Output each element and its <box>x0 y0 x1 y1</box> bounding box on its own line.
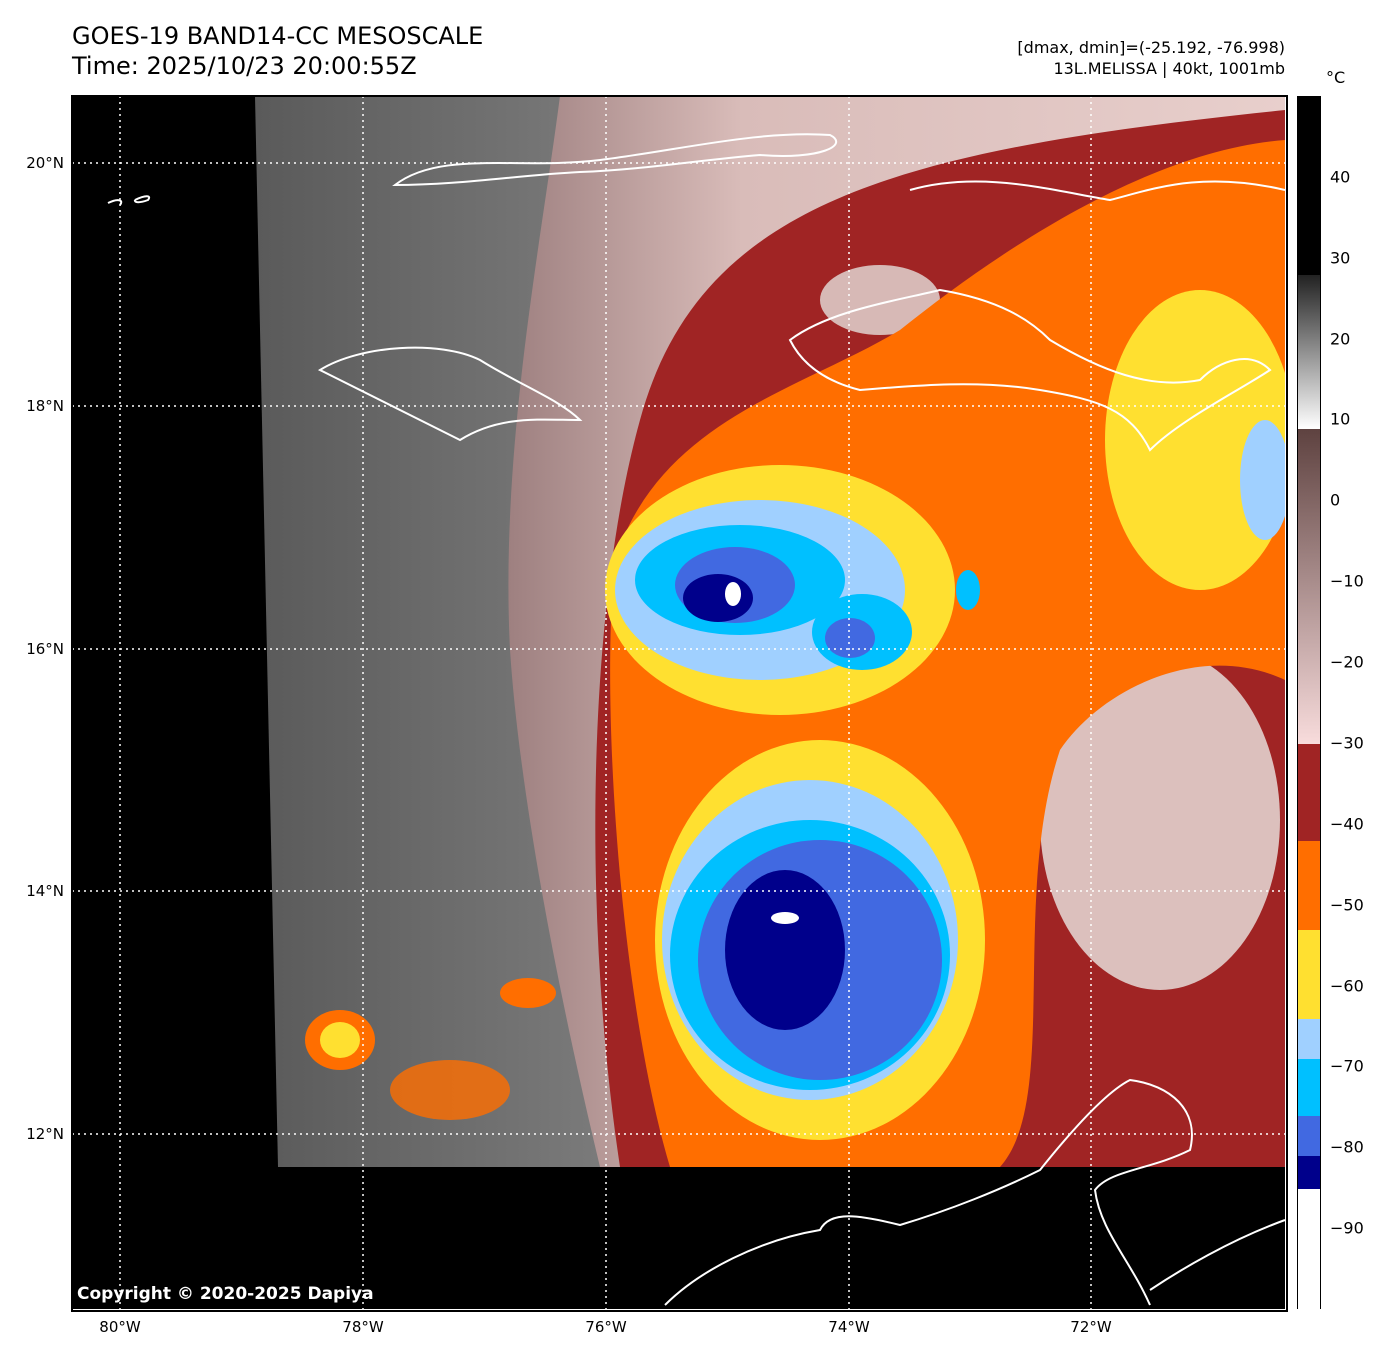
x-tick-label: 74°W <box>828 1318 870 1336</box>
colorbar-tick-label: 30 <box>1330 248 1351 268</box>
colorbar-segment <box>1298 1059 1320 1116</box>
convective-cell <box>320 1022 360 1058</box>
colorbar-tick-label: −90 <box>1330 1218 1364 1238</box>
warm-patch <box>820 265 940 335</box>
colorbar-tick-label: 10 <box>1330 409 1351 429</box>
x-tick-label: 72°W <box>1070 1318 1112 1336</box>
cloud-region-minus69 <box>956 570 980 610</box>
colorbar-tick-label: −20 <box>1330 652 1364 672</box>
storm-info-label: 13L.MELISSA | 40kt, 1001mb <box>1053 59 1285 78</box>
colorbar-tick-label: 40 <box>1330 167 1351 187</box>
y-tick-label: 14°N <box>26 882 64 900</box>
colorbar-segment <box>1298 1018 1320 1060</box>
colorbar-tick-label: −80 <box>1330 1137 1364 1157</box>
colorbar-tick-label: −40 <box>1330 814 1364 834</box>
y-tick-label: 20°N <box>26 154 64 172</box>
cloud-region-minus81 <box>725 870 845 1030</box>
colorbar-segment <box>1298 1156 1320 1189</box>
colorbar-segment <box>1298 428 1320 744</box>
copyright: Copyright © 2020-2025 Dapiya <box>77 1284 374 1304</box>
coastlines <box>107 133 1285 1306</box>
timestamp: Time: 2025/10/23 20:00:55Z <box>72 52 417 80</box>
dmax-dmin-label: [dmax, dmin]=(-25.192, -76.998) <box>1017 38 1285 57</box>
convective-cell <box>500 978 556 1008</box>
x-tick-label: 80°W <box>99 1318 141 1336</box>
convective-cell <box>390 1060 510 1120</box>
colorbar-tick-label: −50 <box>1330 895 1364 915</box>
colorbar-tick-label: 20 <box>1330 329 1351 349</box>
cloud-region-minus85 <box>725 582 741 606</box>
colorbar-tick-label: −70 <box>1330 1056 1364 1076</box>
cloud-region-minus85 <box>771 912 799 924</box>
x-tick-label: 76°W <box>585 1318 627 1336</box>
y-tick-label: 18°N <box>26 397 64 415</box>
warm-patch <box>1040 650 1280 990</box>
colorbar-tick-label: 0 <box>1330 490 1341 510</box>
colorbar-tick-label: −30 <box>1330 733 1364 753</box>
y-tick-label: 12°N <box>26 1125 64 1143</box>
chart-title: GOES-19 BAND14-CC MESOSCALE <box>72 22 484 50</box>
satellite-map <box>72 96 1285 1309</box>
colorbar-segment <box>1298 743 1320 841</box>
colorbar-segment <box>1298 1188 1320 1310</box>
colorbar-segment <box>1298 1115 1320 1157</box>
cloud-region-minus53 <box>1105 290 1285 590</box>
colorbar-tick-label: −10 <box>1330 571 1364 591</box>
cloud-region-minus64 <box>1240 420 1285 540</box>
x-tick-label: 78°W <box>342 1318 384 1336</box>
colorbar-tick-label: −60 <box>1330 976 1364 996</box>
colorbar-segment <box>1298 840 1320 930</box>
colorbar-unit: °C <box>1326 68 1346 87</box>
colorbar <box>1297 96 1321 1310</box>
cloud-region-minus81 <box>683 574 753 622</box>
gridlines <box>72 96 1285 1309</box>
colorbar-segment <box>1298 274 1320 429</box>
y-tick-label: 16°N <box>26 640 64 658</box>
cloud-region-minus76 <box>825 618 875 658</box>
colorbar-segment <box>1298 929 1320 1019</box>
colorbar-segment <box>1298 97 1320 275</box>
